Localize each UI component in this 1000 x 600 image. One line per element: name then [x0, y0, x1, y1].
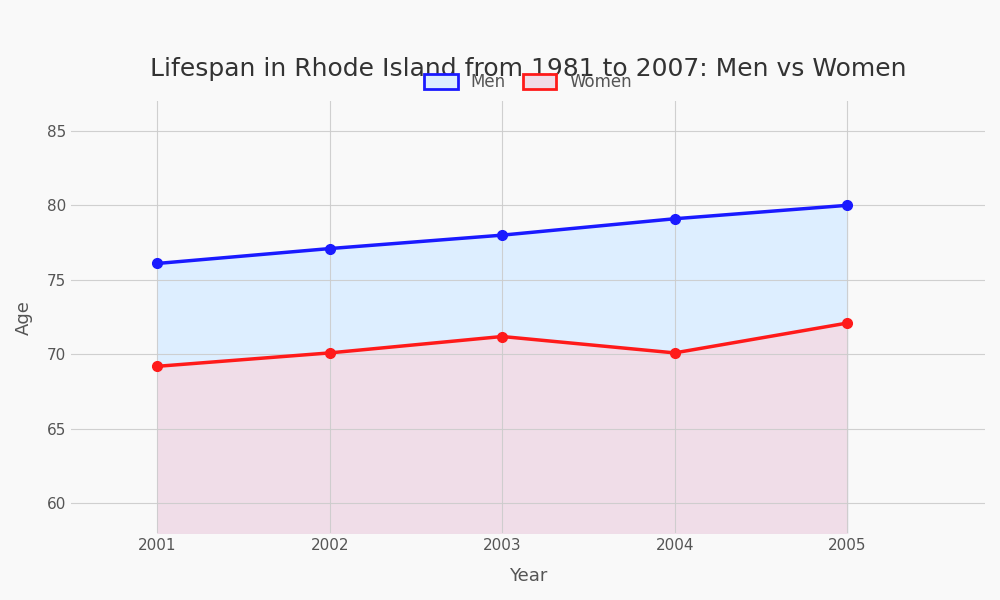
X-axis label: Year: Year	[509, 567, 547, 585]
Legend: Men, Women: Men, Women	[418, 66, 639, 97]
Y-axis label: Age: Age	[15, 299, 33, 335]
Title: Lifespan in Rhode Island from 1981 to 2007: Men vs Women: Lifespan in Rhode Island from 1981 to 20…	[150, 57, 906, 81]
